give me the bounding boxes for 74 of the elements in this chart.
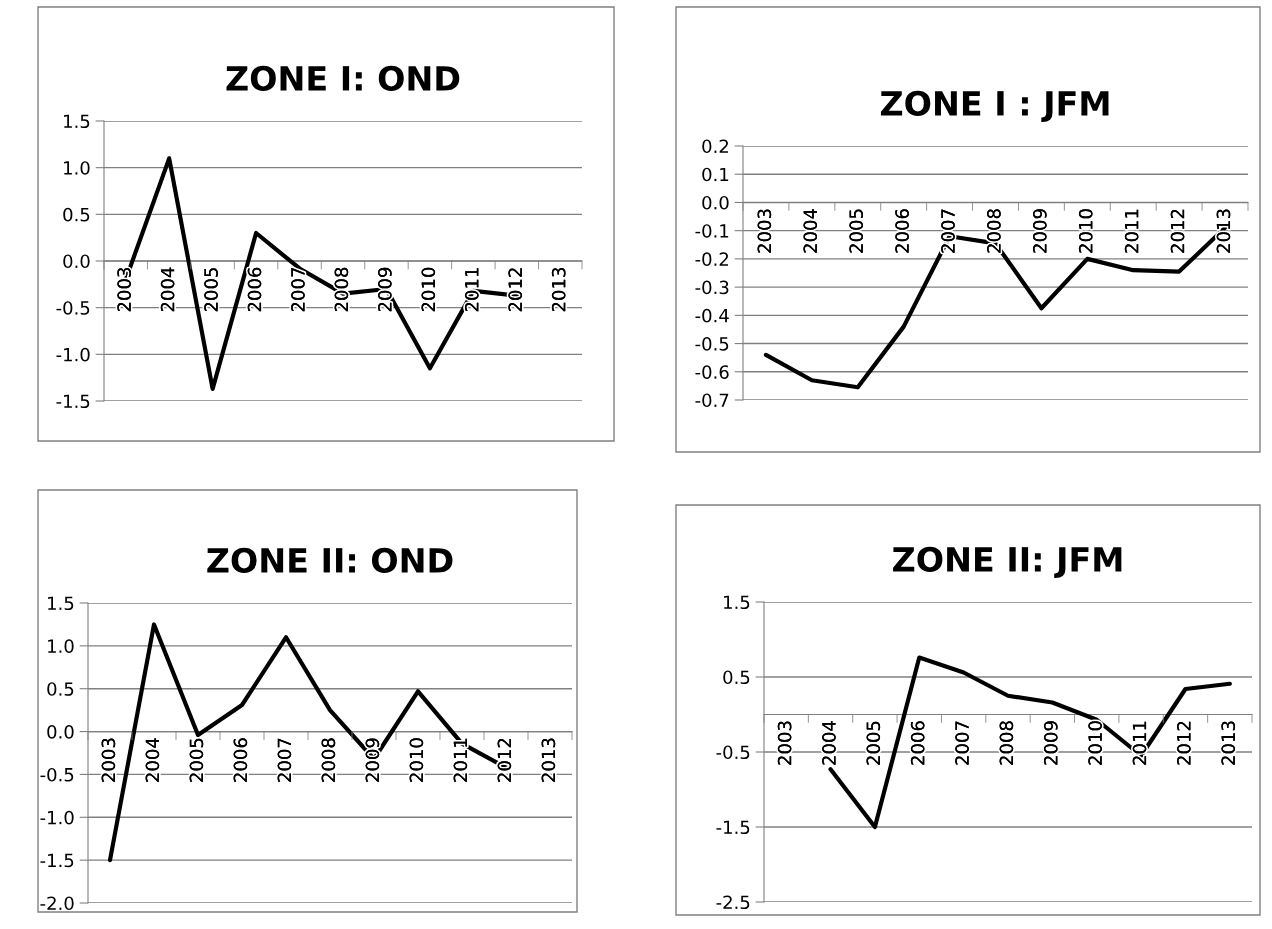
x-tick-label: 2006 — [910, 721, 925, 765]
x-tick-label: 2010 — [421, 267, 436, 312]
x-tick-label: 2004 — [160, 267, 175, 312]
x-tick-label: 2010 — [1078, 209, 1093, 253]
y-tick-label: -0.3 — [695, 280, 729, 295]
y-tick-label: 1.5 — [64, 114, 90, 129]
y-tick-label: -1.5 — [40, 853, 74, 868]
x-tick-label: 2010 — [409, 738, 424, 782]
x-tick-label: 2005 — [189, 738, 204, 782]
x-tick-label: 2012 — [1170, 209, 1185, 253]
x-tick-label: 2003 — [101, 738, 116, 782]
y-tick-label: 0.5 — [47, 682, 74, 696]
y-tick-label: -1.5 — [56, 394, 90, 409]
y-tick-label: -2.0 — [40, 896, 74, 911]
y-tick-label: -0.5 — [56, 301, 90, 315]
x-tick-label: 2009 — [1043, 721, 1058, 765]
y-tick-label: 1.0 — [48, 639, 74, 653]
y-tick-label: 0.0 — [47, 725, 74, 739]
chart-title: ZONE I : JFM — [880, 90, 1109, 123]
y-tick-label: -0.5 — [695, 337, 729, 351]
x-tick-label: 2004 — [145, 738, 160, 782]
y-tick-label: -2.5 — [716, 895, 750, 910]
y-tick-label: 0.2 — [702, 139, 728, 154]
y-tick-label: -0.7 — [695, 393, 729, 408]
x-tick-label: 2006 — [895, 209, 909, 253]
y-tick-label: 0.1 — [702, 167, 729, 182]
x-tick-label: 2004 — [803, 209, 818, 253]
x-tick-label: 2009 — [1032, 209, 1047, 253]
x-tick-label: 2007 — [277, 738, 292, 782]
x-tick-label: 2008 — [334, 267, 349, 312]
x-tick-label: 2012 — [497, 738, 512, 782]
x-tick-label: 2013 — [1216, 209, 1231, 253]
x-tick-label: 2003 — [777, 721, 792, 765]
x-tick-label: 2004 — [822, 721, 836, 765]
y-tick-label: -0.4 — [695, 308, 729, 323]
y-tick-label: 0.0 — [63, 254, 90, 269]
x-tick-label: 2011 — [1124, 209, 1139, 253]
x-tick-label: 2008 — [321, 738, 336, 782]
y-tick-label: 1.0 — [64, 161, 90, 175]
chart-title: ZONE I: OND — [226, 65, 460, 91]
x-tick-label: 2007 — [291, 268, 305, 312]
chart-title: ZONE II: JFM — [893, 546, 1122, 579]
x-tick-label: 2013 — [541, 738, 556, 782]
y-tick-label: -1.0 — [56, 347, 90, 362]
x-tick-label: 2006 — [247, 267, 262, 312]
x-tick-label: 2013 — [1221, 721, 1236, 765]
x-tick-label: 2006 — [233, 738, 248, 782]
y-tick-label: -0.6 — [695, 365, 729, 379]
y-tick-label: 0.5 — [63, 207, 90, 222]
x-tick-label: 2009 — [378, 267, 392, 312]
chart-title: ZONE II: OND — [207, 547, 453, 573]
x-tick-label: 2012 — [1177, 721, 1191, 765]
y-tick-label: -1.0 — [40, 810, 74, 825]
x-tick-label: 2005 — [866, 721, 881, 765]
y-tick-label: -0.2 — [695, 252, 728, 267]
y-tick-label: -0.5 — [40, 767, 74, 782]
x-tick-label: 2010 — [1088, 721, 1102, 765]
x-tick-label: 2005 — [204, 268, 218, 312]
x-tick-label: 2011 — [453, 738, 468, 782]
x-tick-label: 2003 — [117, 268, 131, 312]
x-tick-label: 2008 — [999, 721, 1014, 765]
x-tick-label: 2005 — [849, 209, 864, 253]
y-tick-label: 0.5 — [723, 670, 750, 685]
y-tick-label: 1.5 — [48, 596, 74, 611]
x-tick-label: 2007 — [955, 721, 969, 765]
y-tick-label: -1.5 — [716, 820, 750, 835]
x-tick-label: 2008 — [987, 209, 1001, 253]
y-tick-label: -0.5 — [716, 745, 750, 760]
x-tick-label: 2003 — [757, 209, 772, 253]
x-tick-label: 2012 — [508, 268, 523, 312]
y-tick-label: -0.1 — [695, 224, 729, 238]
y-tick-label: 1.5 — [724, 595, 750, 610]
x-tick-label: 2013 — [551, 268, 566, 312]
y-tick-label: 0.0 — [702, 195, 729, 210]
